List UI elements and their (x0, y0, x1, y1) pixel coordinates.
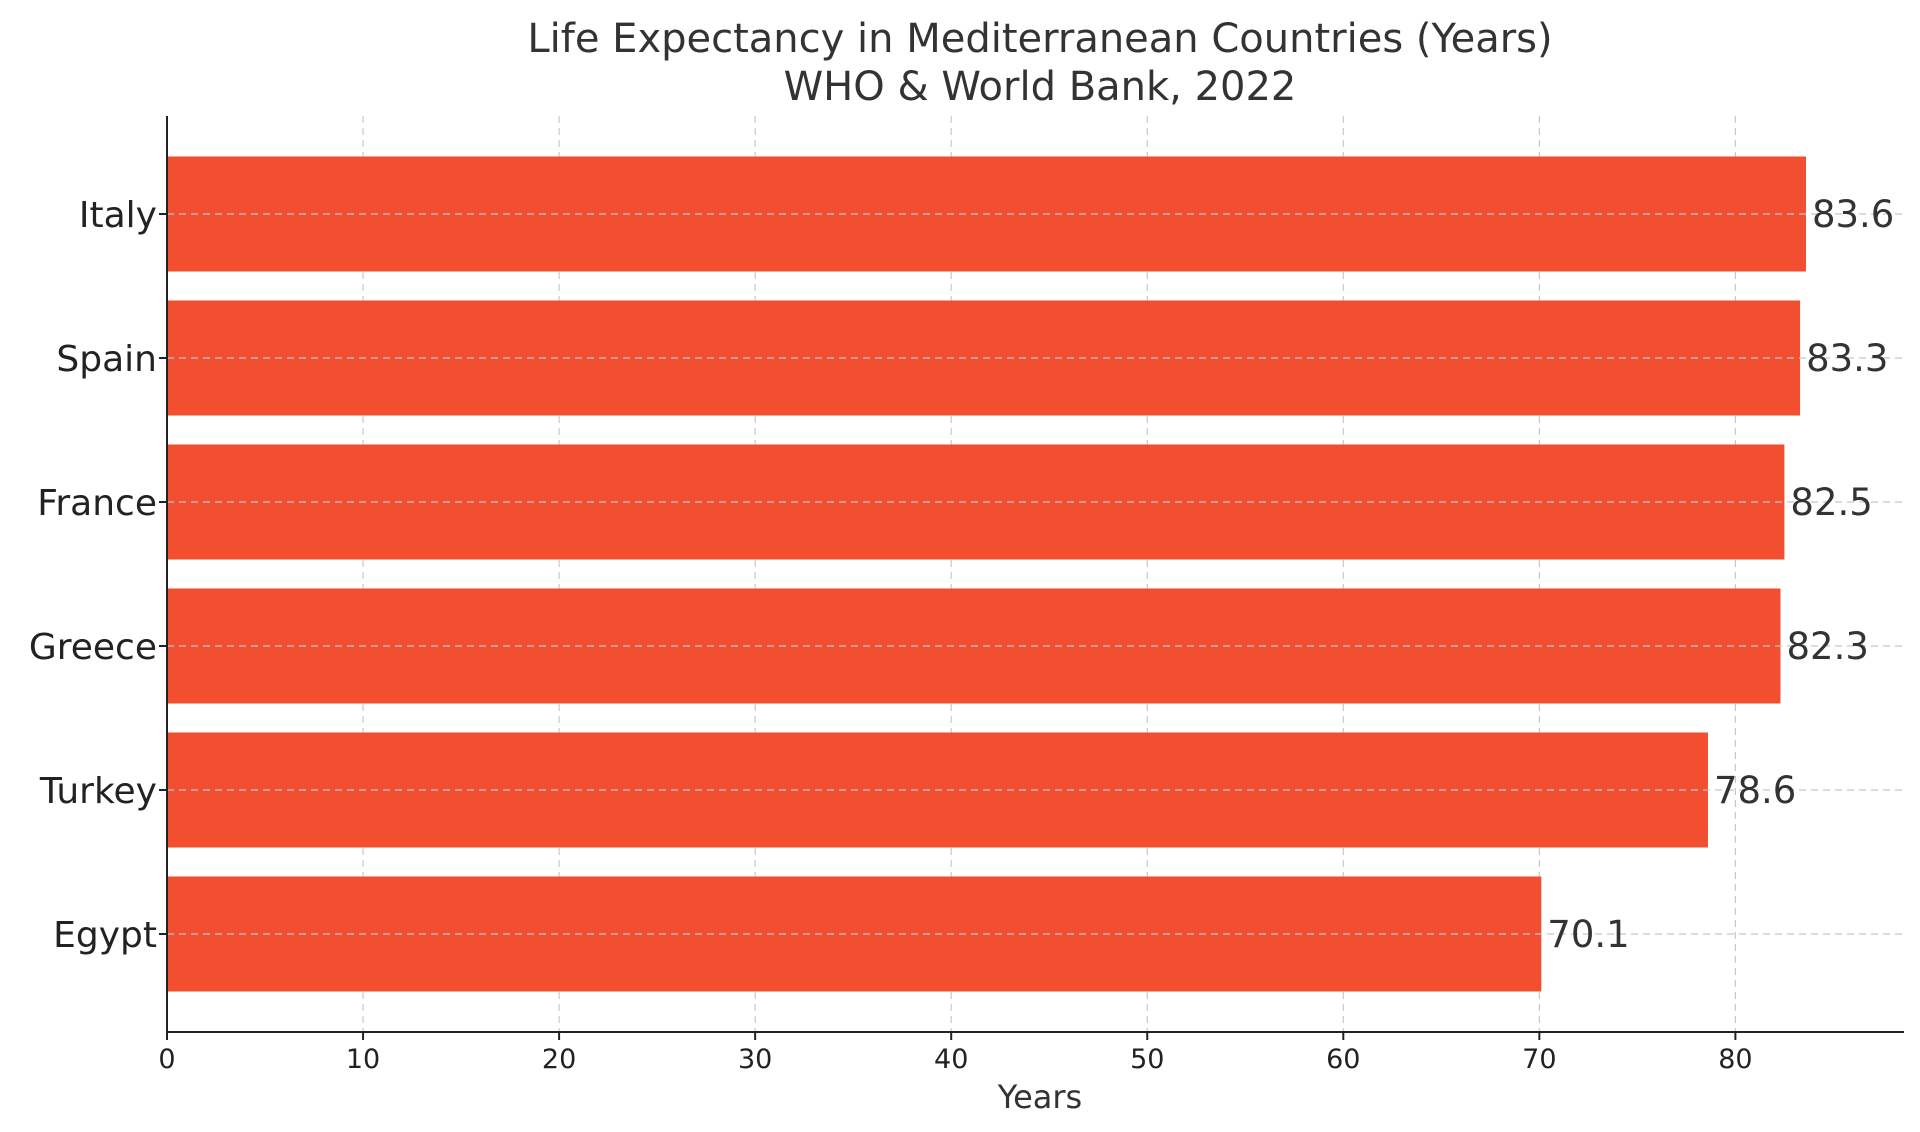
x-tick-label: 80 (1718, 1044, 1752, 1075)
y-tick-label-france: France (37, 483, 157, 524)
x-tick-label: 70 (1522, 1044, 1556, 1075)
value-label-italy: 83.6 (1812, 193, 1894, 236)
value-label-turkey: 78.6 (1714, 769, 1796, 812)
x-tick-label: 10 (346, 1044, 380, 1075)
x-tick-label: 60 (1326, 1044, 1360, 1075)
x-tick-label: 50 (1130, 1044, 1164, 1075)
x-tick-label: 30 (738, 1044, 772, 1075)
x-tick-label: 20 (542, 1044, 576, 1075)
value-label-france: 82.5 (1790, 481, 1872, 524)
x-axis-label: Years (997, 1078, 1082, 1116)
chart-title: Life Expectancy in Mediterranean Countri… (527, 16, 1552, 62)
label-layer: 0 10 20 30 40 50 60 70 80 Italy 83.6 Spain 83.3 Franc… (29, 193, 1895, 1075)
y-tick-label-egypt: Egypt (53, 915, 157, 956)
chart-subtitle: WHO & World Bank, 2022 (784, 64, 1297, 110)
value-label-spain: 83.3 (1806, 337, 1888, 380)
bar-layer (167, 156, 1806, 992)
value-label-egypt: 70.1 (1547, 913, 1629, 956)
y-tick-label-spain: Spain (56, 339, 157, 380)
axis-layer (159, 116, 1904, 1040)
y-tick-label-turkey: Turkey (39, 771, 157, 812)
value-label-greece: 82.3 (1786, 625, 1868, 668)
x-tick-label: 0 (158, 1044, 175, 1075)
x-tick-label: 40 (934, 1044, 968, 1075)
y-tick-label-greece: Greece (29, 627, 157, 668)
y-tick-label-italy: Italy (79, 195, 157, 236)
